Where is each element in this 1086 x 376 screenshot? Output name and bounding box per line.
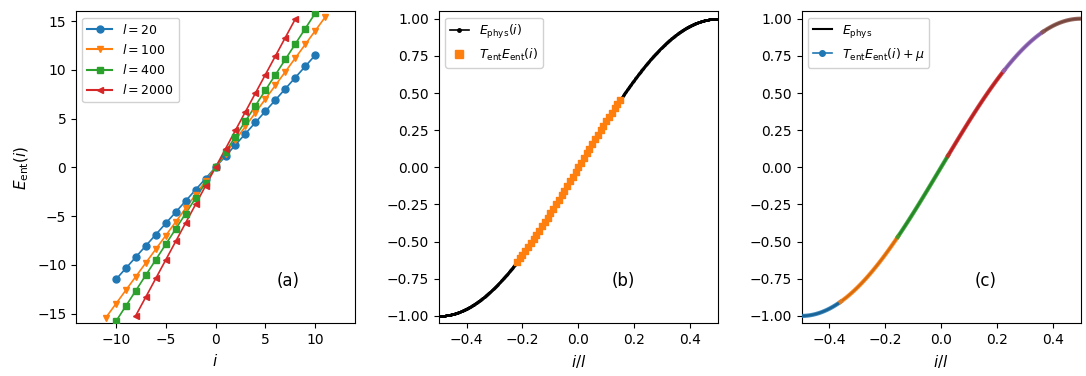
$T_{\mathrm{ent}}E_{\mathrm{ent}}(i)$ <box>517 248 534 254</box>
$T_{\mathrm{ent}}E_{\mathrm{ent}}(i)$ <box>595 123 613 129</box>
$T_{\mathrm{ent}}E_{\mathrm{ent}}(i)$ <box>525 236 542 242</box>
$T_{\mathrm{ent}}E_{\mathrm{ent}}(i)$ <box>601 114 618 120</box>
$T_{\mathrm{ent}}E_{\mathrm{ent}}(i)$ <box>514 252 531 258</box>
$T_{\mathrm{ent}}E_{\mathrm{ent}}(i)$ <box>542 210 559 216</box>
$E_{\mathrm{phys}}(i)$ <box>599 119 613 123</box>
$E_{\mathrm{phys}}$ <box>929 174 942 179</box>
X-axis label: $i/l$: $i/l$ <box>933 353 949 370</box>
$E_{\mathrm{phys}}(i)$ <box>432 314 445 318</box>
$E_{\mathrm{phys}}(i)$ <box>535 223 548 228</box>
$E_{\mathrm{phys}}(i)$ <box>447 312 460 316</box>
Text: (a): (a) <box>277 272 300 290</box>
Text: (c): (c) <box>974 272 997 290</box>
$T_{\mathrm{ent}}E_{\mathrm{ent}}(i)$ <box>606 105 623 111</box>
Line: $E_{\mathrm{phys}}(i)$: $E_{\mathrm{phys}}(i)$ <box>438 18 719 317</box>
$E_{\mathrm{phys}}$ <box>795 314 808 318</box>
$T_{\mathrm{ent}}E_{\mathrm{ent}}(i)$ <box>611 97 629 103</box>
$T_{\mathrm{ent}}E_{\mathrm{ent}}(i)$ <box>522 240 540 246</box>
$E_{\mathrm{phys}}$ <box>1074 17 1086 21</box>
$T_{\mathrm{ent}}E_{\mathrm{ent}}(i)$ <box>578 150 595 156</box>
$T_{\mathrm{ent}}E_{\mathrm{ent}}(i)$ <box>512 255 529 261</box>
$T_{\mathrm{ent}}E_{\mathrm{ent}}(i)$ <box>592 127 609 133</box>
Legend: $E_{\mathrm{phys}}$, $T_{\mathrm{ent}}E_{\mathrm{ent}}(i) + \mu$: $E_{\mathrm{phys}}$, $T_{\mathrm{ent}}E_… <box>808 18 930 68</box>
$T_{\mathrm{ent}}E_{\mathrm{ent}}(i)$ <box>528 232 545 238</box>
$T_{\mathrm{ent}}E_{\mathrm{ent}}(i)$ <box>589 132 606 138</box>
$T_{\mathrm{ent}}E_{\mathrm{ent}}(i)$ <box>551 197 568 203</box>
Legend: $l = 20$, $l = 100$, $l = 400$, $l = 2000$: $l = 20$, $l = 100$, $l = 400$, $l = 200… <box>83 18 179 102</box>
Text: (b): (b) <box>611 272 635 290</box>
$T_{\mathrm{ent}}E_{\mathrm{ent}}(i)$ <box>586 136 604 143</box>
$T_{\mathrm{ent}}E_{\mathrm{ent}}(i)$ <box>583 141 601 147</box>
$E_{\mathrm{phys}}$ <box>906 212 919 216</box>
$E_{\mathrm{phys}}(i)$ <box>457 308 470 312</box>
$T_{\mathrm{ent}}E_{\mathrm{ent}}(i)$ <box>597 118 615 124</box>
$T_{\mathrm{ent}}E_{\mathrm{ent}}(i)$ <box>519 244 536 250</box>
X-axis label: $i$: $i$ <box>213 353 218 368</box>
$E_{\mathrm{phys}}$ <box>1061 18 1074 23</box>
$T_{\mathrm{ent}}E_{\mathrm{ent}}(i)$ <box>581 146 598 152</box>
$T_{\mathrm{ent}}E_{\mathrm{ent}}(i)$ <box>556 188 573 194</box>
$E_{\mathrm{phys}}$ <box>850 285 863 290</box>
$T_{\mathrm{ent}}E_{\mathrm{ent}}(i)$ <box>533 223 551 229</box>
$T_{\mathrm{ent}}E_{\mathrm{ent}}(i)$ <box>547 201 565 207</box>
$T_{\mathrm{ent}}E_{\mathrm{ent}}(i)$ <box>608 101 626 107</box>
$E_{\mathrm{phys}}(i)$ <box>711 17 724 21</box>
$T_{\mathrm{ent}}E_{\mathrm{ent}}(i)$ <box>558 183 576 189</box>
$T_{\mathrm{ent}}E_{\mathrm{ent}}(i)$ <box>567 169 584 175</box>
Y-axis label: $E_{\mathrm{ent}}(i)$: $E_{\mathrm{ent}}(i)$ <box>13 145 31 190</box>
$E_{\mathrm{phys}}(i)$ <box>661 39 674 43</box>
X-axis label: $i/l$: $i/l$ <box>570 353 586 370</box>
$E_{\mathrm{phys}}$ <box>887 240 900 244</box>
$E_{\mathrm{phys}}$ <box>964 116 977 121</box>
Line: $E_{\mathrm{phys}}$: $E_{\mathrm{phys}}$ <box>801 19 1081 316</box>
$T_{\mathrm{ent}}E_{\mathrm{ent}}(i)$ <box>544 206 561 212</box>
$T_{\mathrm{ent}}E_{\mathrm{ent}}(i)$ <box>508 259 526 265</box>
$T_{\mathrm{ent}}E_{\mathrm{ent}}(i)$ <box>564 174 581 180</box>
$T_{\mathrm{ent}}E_{\mathrm{ent}}(i)$ <box>553 192 570 198</box>
$T_{\mathrm{ent}}E_{\mathrm{ent}}(i)$ <box>603 110 620 116</box>
$T_{\mathrm{ent}}E_{\mathrm{ent}}(i)$ <box>539 215 556 221</box>
$T_{\mathrm{ent}}E_{\mathrm{ent}}(i)$ <box>536 219 554 225</box>
$T_{\mathrm{ent}}E_{\mathrm{ent}}(i)$ <box>561 178 579 184</box>
$E_{\mathrm{phys}}(i)$ <box>439 313 452 318</box>
Legend: $E_{\mathrm{phys}}(i)$, $T_{\mathrm{ent}}E_{\mathrm{ent}}(i)$: $E_{\mathrm{phys}}(i)$, $T_{\mathrm{ent}… <box>445 18 543 68</box>
$T_{\mathrm{ent}}E_{\mathrm{ent}}(i)$ <box>572 160 590 166</box>
$T_{\mathrm{ent}}E_{\mathrm{ent}}(i)$ <box>531 227 548 233</box>
$T_{\mathrm{ent}}E_{\mathrm{ent}}(i)$ <box>570 164 588 170</box>
$T_{\mathrm{ent}}E_{\mathrm{ent}}(i)$ <box>576 155 593 161</box>
